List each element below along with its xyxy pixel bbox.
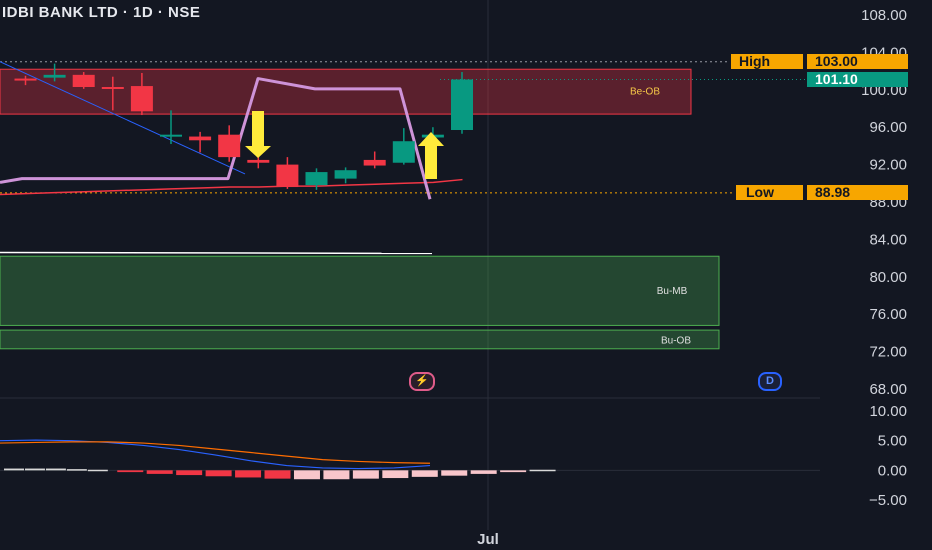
macd-line — [0, 439, 431, 470]
candle-body — [14, 78, 37, 81]
histogram-bar — [235, 470, 262, 478]
candle-body — [451, 79, 473, 131]
histogram-bar — [500, 470, 527, 473]
price-tick-label: 80.00 — [869, 269, 907, 286]
histogram-bar — [441, 470, 468, 476]
indicator-pane — [0, 439, 820, 480]
price-tick-label: 76.00 — [869, 306, 907, 323]
price-tick-label: 72.00 — [869, 344, 907, 361]
candle-body — [160, 134, 182, 137]
indicator-tick-label: 0.00 — [878, 462, 907, 479]
candle-body — [72, 74, 95, 87]
low-label: Low — [746, 184, 774, 200]
histogram-bar — [117, 470, 144, 473]
histogram-bar — [323, 470, 350, 480]
time-tick-label: Jul — [477, 531, 499, 548]
histogram-bar — [176, 470, 203, 476]
bear-ob-zone — [0, 68, 692, 115]
histogram-bar — [382, 470, 409, 479]
price-tick-label: 96.00 — [869, 119, 907, 136]
chart-title: IDBI BANK LTD · 1D · NSE — [2, 4, 201, 21]
zones-layer: Be-OB Bu-MB Bu-OB — [0, 61, 805, 350]
high-value-tag: 103.00 — [807, 54, 908, 69]
histogram-bar — [45, 468, 66, 471]
high-label-tag: High — [731, 54, 803, 69]
candle-body — [305, 172, 328, 186]
histogram-bar — [293, 470, 320, 480]
indicator-tick-label: −5.00 — [869, 492, 907, 509]
grid-lines — [0, 0, 820, 530]
bull-mb-label: Bu-MB — [657, 286, 688, 297]
price-tick-label: 108.00 — [861, 7, 907, 24]
candle-body — [130, 86, 153, 112]
price-tick-label: 68.00 — [869, 381, 907, 398]
candle-body — [247, 159, 270, 163]
histogram-bar — [352, 470, 379, 479]
trend-line — [0, 61, 246, 175]
signal-arrows — [245, 111, 444, 179]
price-tick-label: 84.00 — [869, 231, 907, 248]
signal-line — [0, 441, 431, 464]
down-arrow-icon — [245, 111, 271, 158]
histogram-bar — [529, 469, 556, 472]
red-ma-line — [0, 178, 463, 196]
low-label-tag: Low — [736, 185, 803, 200]
dividend-icon[interactable]: D — [758, 372, 782, 391]
bear-ob-label: Be-OB — [630, 87, 660, 98]
last-price-tag: 101.10 — [807, 72, 908, 87]
low-value-tag: 88.98 — [807, 185, 908, 200]
histogram-bar — [146, 470, 173, 474]
histogram-bar — [205, 470, 232, 477]
up-arrow-icon — [418, 132, 444, 179]
candle-body — [218, 134, 241, 158]
candle-body — [392, 141, 415, 163]
candle-body — [334, 170, 357, 179]
candle-body — [276, 164, 299, 188]
high-value: 103.00 — [815, 53, 858, 69]
candle-body — [101, 86, 124, 89]
dividend-label: D — [766, 375, 774, 387]
histogram-bar — [66, 469, 87, 471]
high-label: High — [739, 53, 771, 69]
bull-ob-label: Bu-OB — [661, 335, 691, 346]
bull-ob-zone — [0, 329, 720, 350]
histogram-bar — [470, 470, 497, 474]
bull-mb-zone — [0, 255, 720, 326]
white-line — [0, 251, 433, 255]
indicator-tick-label: 10.00 — [869, 403, 907, 420]
histogram-bar — [24, 468, 45, 471]
candle-body — [43, 74, 66, 78]
histogram-bar — [4, 468, 24, 471]
lightning-icon[interactable]: ⚡ — [409, 372, 435, 391]
low-value: 88.98 — [815, 184, 851, 200]
overlays-layer — [0, 61, 463, 255]
price-tick-label: 92.00 — [869, 157, 907, 174]
histogram-bar — [411, 470, 438, 477]
last-price: 101.10 — [815, 71, 858, 87]
candle-body — [189, 136, 212, 141]
indicator-tick-label: 5.00 — [878, 433, 907, 450]
histogram-bar — [87, 469, 108, 472]
step-line — [0, 77, 432, 200]
candle-body — [363, 159, 386, 166]
histogram-bar — [264, 470, 291, 479]
